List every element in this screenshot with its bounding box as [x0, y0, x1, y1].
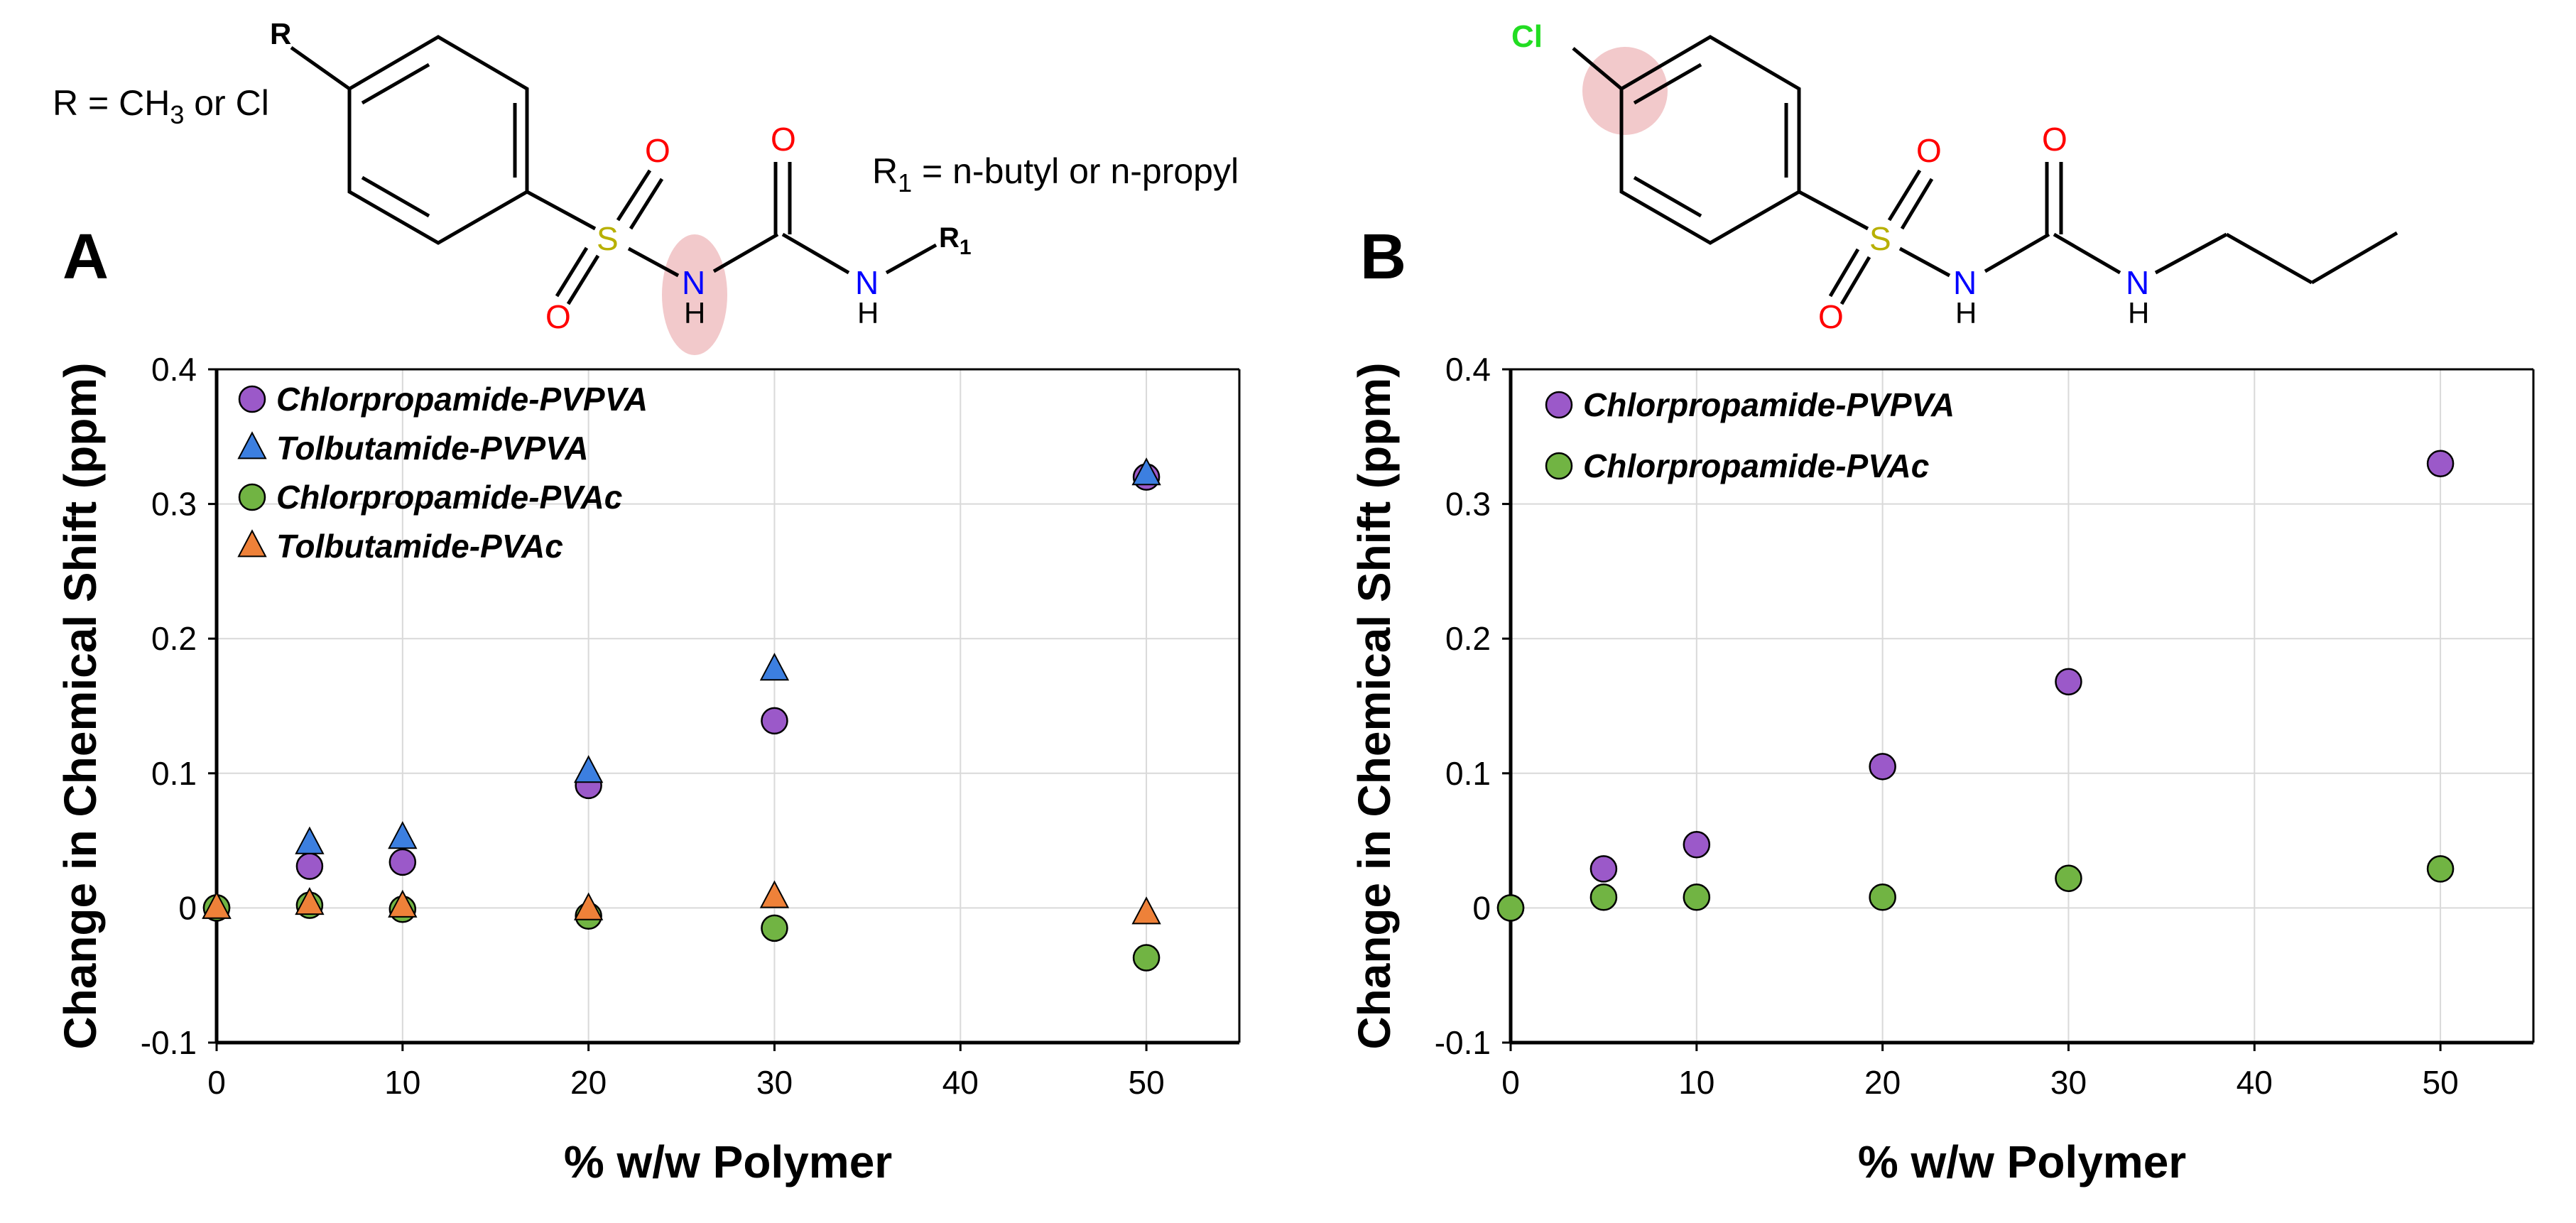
panel-a-letter: A [63, 222, 109, 293]
atom-r1: R1 [939, 222, 972, 259]
x-tick-label: 20 [1864, 1064, 1901, 1101]
data-point [1869, 753, 1896, 781]
legend-label: Tolbutamide-PVPVA [276, 430, 589, 467]
y-tick-label: 0 [1472, 889, 1491, 926]
legend-label: Chlorpropamide-PVAc [276, 479, 622, 516]
y-tick-label: -0.1 [141, 1024, 197, 1061]
atom-n1: N [682, 264, 705, 301]
y-tick-label: 0.2 [1445, 620, 1491, 657]
atom-o-bottom-b: O [1818, 298, 1844, 335]
legend-label: Chlorpropamide-PVPVA [1583, 386, 1955, 423]
data-point [388, 821, 418, 849]
data-point [2055, 668, 2082, 696]
y-tick-label: 0.2 [151, 620, 197, 657]
r1-definition: R1 = n-butyl or n-propyl [872, 151, 1239, 197]
highlight-nh [662, 234, 727, 355]
atom-o-carbonyl-b: O [2042, 121, 2067, 158]
panel-b-letter: B [1360, 222, 1406, 293]
data-point [1132, 944, 1161, 972]
legend-marker [1545, 391, 1573, 419]
x-tick-label: 40 [942, 1064, 979, 1101]
data-point [295, 852, 324, 880]
atom-r: R [270, 17, 291, 50]
legend-marker [237, 529, 267, 558]
atom-o-top: O [645, 132, 670, 169]
data-point [295, 826, 325, 854]
data-point [759, 880, 790, 908]
data-point [573, 755, 604, 783]
atom-n1-b: N [1953, 264, 1977, 301]
y-tick-label: 0.1 [1445, 755, 1491, 792]
x-tick-label: 30 [2050, 1064, 2087, 1101]
atom-n2: N [855, 264, 879, 301]
plot-b: 0 10 20 30 40 50 -0.1 0 0.1 0.2 0.3 0.4 % w/w Polyme… [1349, 351, 2535, 1187]
data-point [1131, 457, 1161, 486]
structure-a [290, 35, 938, 355]
y-tick-label: 0 [178, 889, 197, 926]
data-point [2426, 450, 2455, 477]
data-point [761, 914, 788, 942]
data-point [1589, 883, 1618, 911]
x-tick-label: 10 [1678, 1064, 1714, 1101]
plot-a: 0 10 20 30 40 50 -0.1 0 0.1 0.2 0.3 0.4 % w/w Polyme… [55, 351, 1241, 1187]
y-axis-title: Change in Chemical Shift (ppm) [55, 362, 106, 1049]
structure-b [1572, 35, 2398, 305]
data-point [388, 889, 418, 918]
y-tick-label: 0.4 [151, 351, 197, 388]
legend-marker [237, 431, 267, 460]
data-point [1683, 883, 1711, 911]
legend-label: Tolbutamide-PVAc [276, 528, 563, 565]
data-point [1496, 894, 1525, 922]
structure-a-labels: R S O O N H O N H R1 [270, 17, 972, 335]
atom-h2-b: H [2128, 296, 2149, 330]
y-axis-title: Change in Chemical Shift (ppm) [1349, 362, 1400, 1049]
x-tick-label: 20 [570, 1064, 607, 1101]
data-point [573, 892, 604, 920]
structure-b-labels: Cl S O O N H O N H [1511, 19, 2149, 335]
legend-label: Chlorpropamide-PVAc [1583, 447, 1929, 484]
data-point [2426, 855, 2455, 883]
x-tick-label: 50 [2423, 1064, 2459, 1101]
x-tick-label: 0 [207, 1064, 226, 1101]
data-point [388, 848, 417, 876]
x-axis-title: % w/w Polymer [1858, 1136, 2186, 1187]
y-tick-label: 0.3 [151, 486, 197, 523]
atom-s-b: S [1869, 220, 1891, 257]
atom-o-top-b: O [1916, 132, 1942, 169]
atom-h1: H [684, 296, 705, 330]
atom-h1-b: H [1955, 296, 1977, 330]
x-tick-label: 40 [2237, 1064, 2273, 1101]
data-point [1131, 896, 1161, 925]
atom-n2-b: N [2126, 264, 2149, 301]
data-point [1869, 883, 1896, 911]
atom-cl: Cl [1511, 19, 1543, 54]
legend-label: Chlorpropamide-PVPVA [276, 381, 648, 418]
legend-marker [238, 385, 266, 413]
data-point [2055, 864, 2082, 892]
atom-h2: H [857, 296, 879, 330]
r-definition: R = CH3 or Cl [53, 83, 269, 129]
data-point [761, 707, 788, 735]
atom-s: S [597, 220, 619, 257]
data-point [1683, 831, 1711, 859]
legend-marker [238, 483, 266, 511]
x-tick-label: 0 [1501, 1064, 1520, 1101]
data-point [759, 653, 790, 681]
x-tick-label: 10 [384, 1064, 420, 1101]
legend-marker [1545, 452, 1573, 480]
x-axis-title: % w/w Polymer [564, 1136, 892, 1187]
atom-o-bottom: O [545, 298, 571, 335]
y-tick-label: -0.1 [1435, 1024, 1491, 1061]
data-point [202, 891, 232, 919]
x-tick-label: 50 [1129, 1064, 1165, 1101]
data-point [1589, 855, 1618, 883]
y-tick-label: 0.1 [151, 755, 197, 792]
y-tick-label: 0.4 [1445, 351, 1491, 388]
highlight-cl-carbon [1582, 47, 1668, 135]
atom-o-carbonyl: O [771, 121, 796, 158]
data-point [295, 886, 325, 915]
y-tick-label: 0.3 [1445, 486, 1491, 523]
x-tick-label: 30 [756, 1064, 793, 1101]
